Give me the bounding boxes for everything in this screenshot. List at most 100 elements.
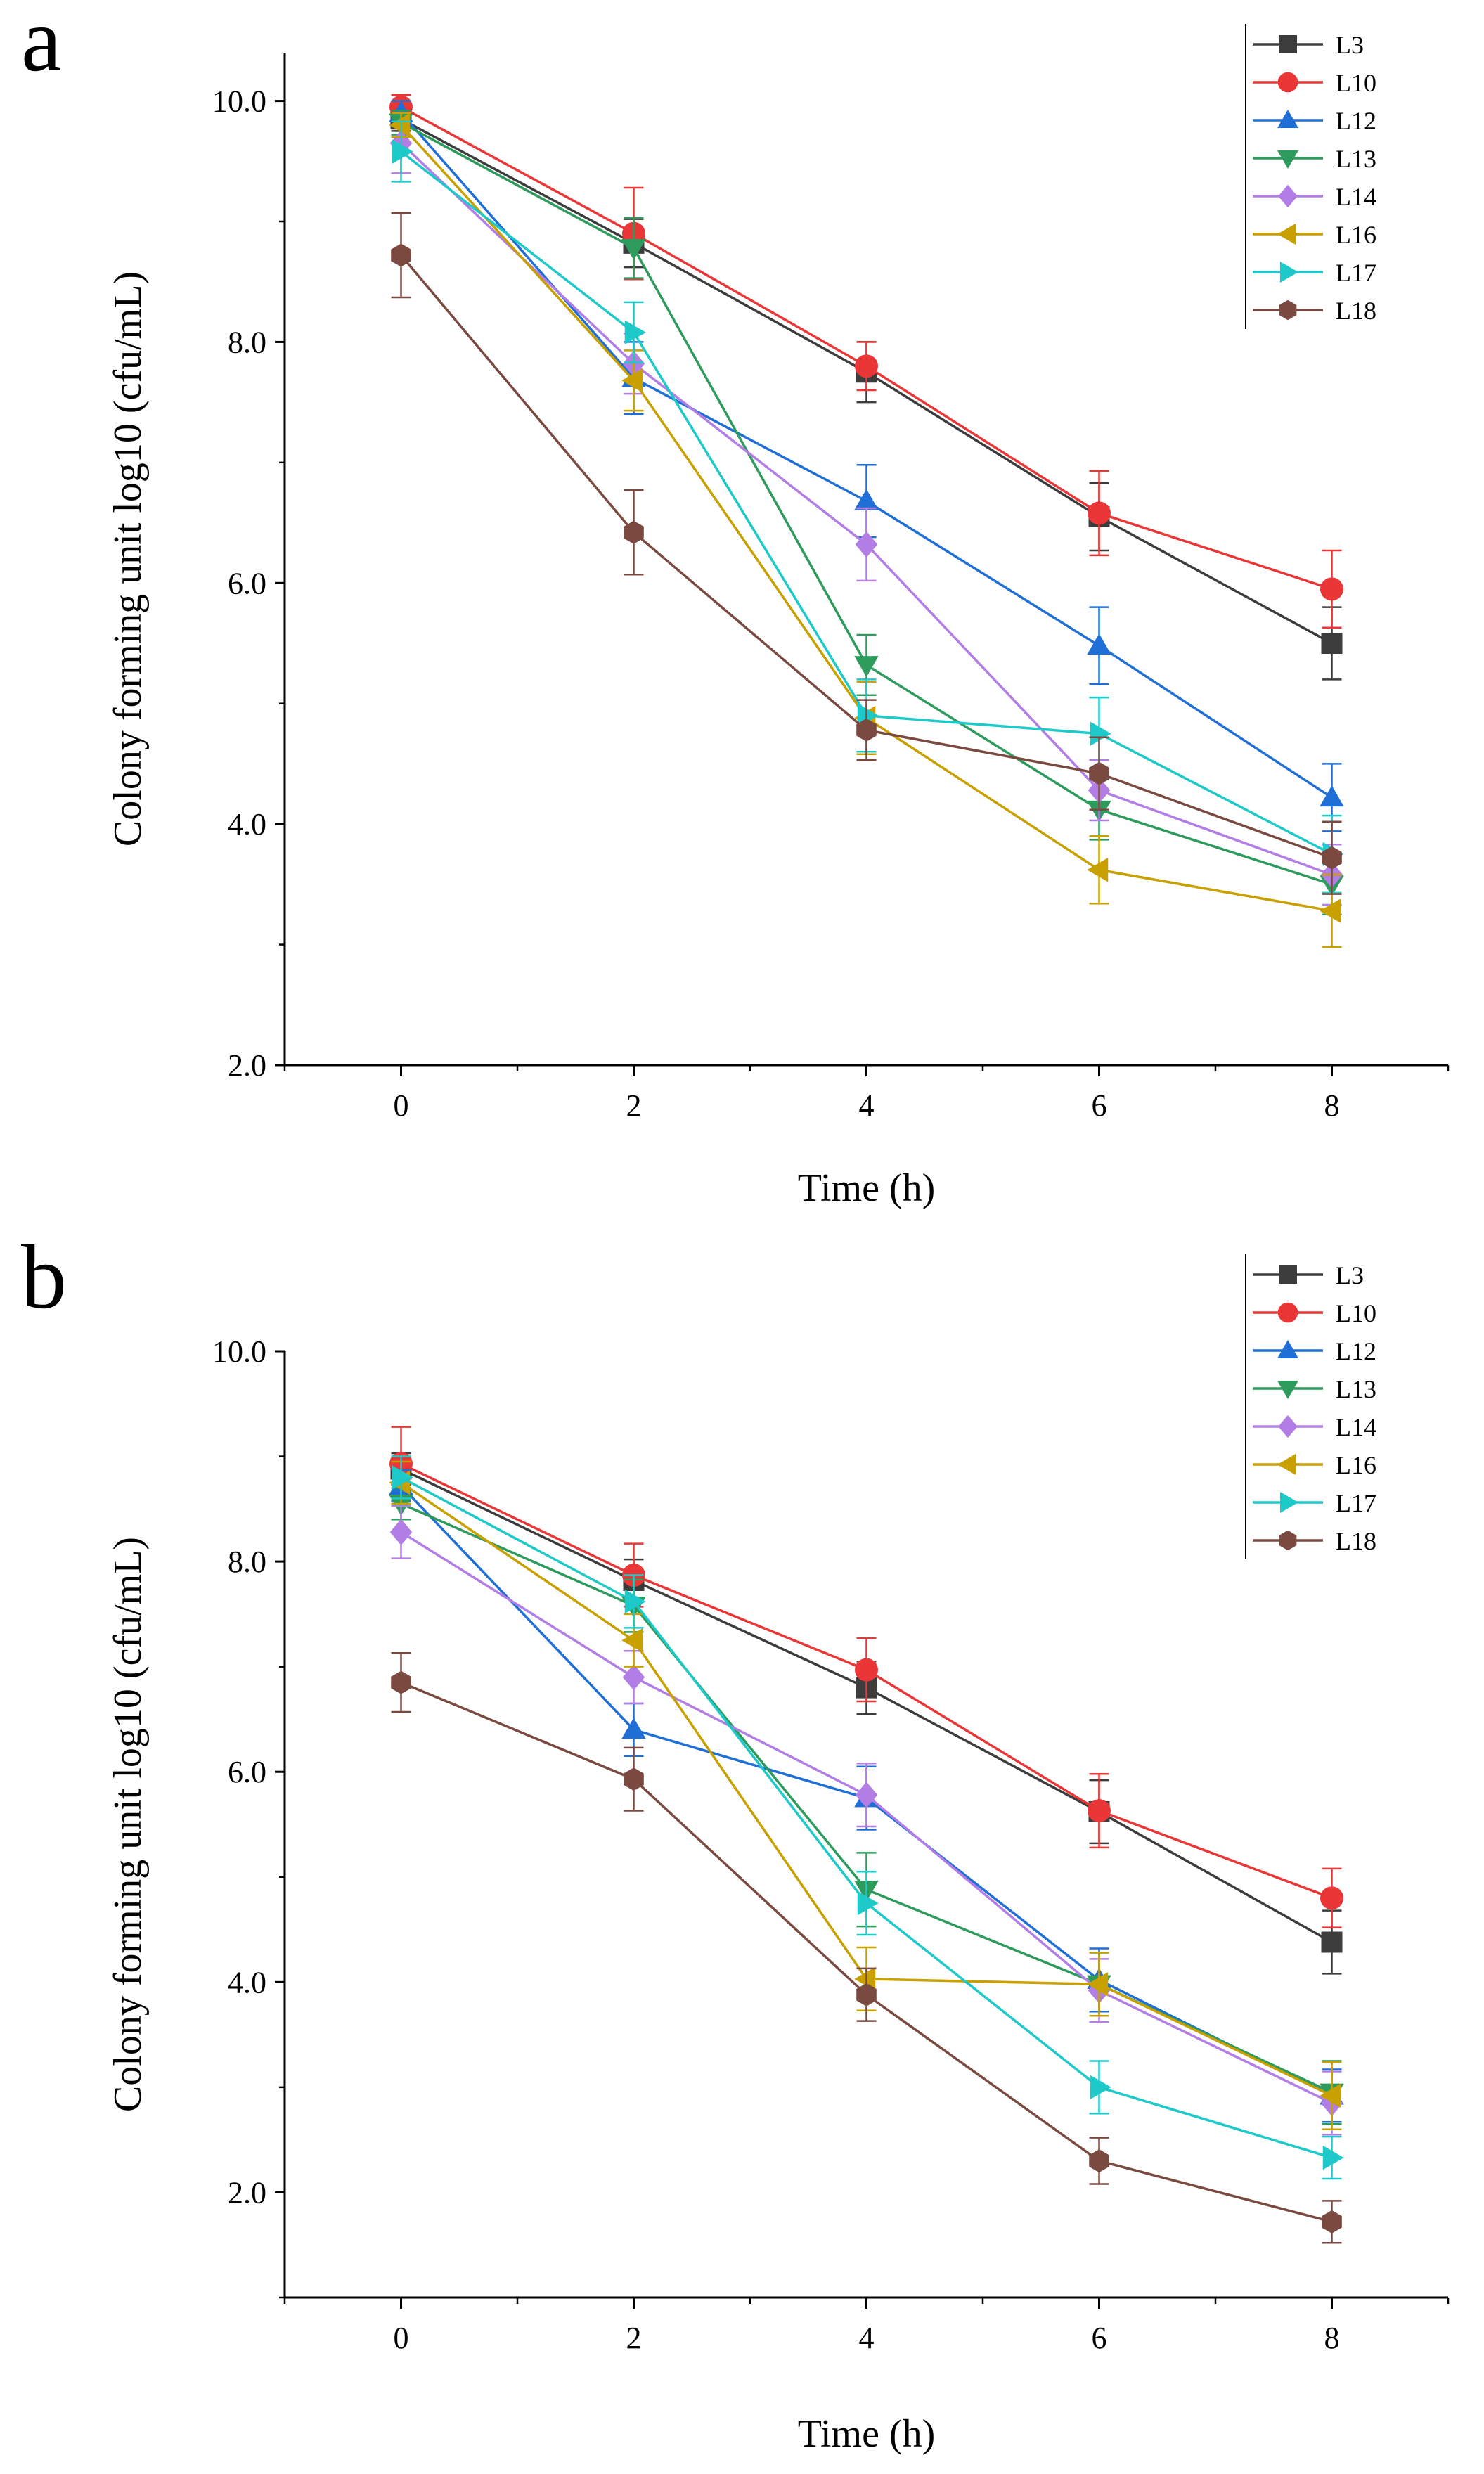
panel-a-point-l10 [1088, 501, 1111, 525]
panel-b-point-l17 [624, 1589, 646, 1614]
panel-b-ytick-label: 8.0 [228, 1545, 266, 1579]
panel-b-letter: b [21, 1227, 67, 1328]
panel-b-legend-label-l16: L16 [1336, 1451, 1376, 1479]
panel-a-point-l10 [855, 354, 878, 378]
panel-a-legend-label-l12: L12 [1336, 107, 1376, 135]
panel-b-point-l16 [854, 1966, 876, 1992]
panel-b-point-l18 [1322, 2210, 1342, 2234]
panel-b-legend-label-l14: L14 [1336, 1413, 1376, 1441]
panel-b-point-l17 [857, 1890, 879, 1916]
panel-b-y-axis-title: Colony forming unit log10 (cfu/mL) [106, 1537, 150, 2112]
panel-a-point-l13 [621, 238, 646, 260]
panel-b-legend-marker-l3 [1279, 1265, 1297, 1284]
panel-b-point-l3 [1321, 1931, 1343, 1953]
panel-b-point-l14 [622, 1663, 645, 1691]
panel-b-legend-marker-l16 [1277, 1454, 1296, 1475]
panel-a-legend-label-l17: L17 [1336, 259, 1376, 287]
panel-a-ytick-label: 6.0 [228, 566, 266, 600]
panel-a-point-l18 [1089, 761, 1109, 785]
panel-a-y-axis-title: Colony forming unit log10 (cfu/mL) [106, 271, 150, 846]
panel-a-x-axis-title: Time (h) [798, 1166, 936, 1210]
panel-b-ytick-label: 6.0 [228, 1755, 266, 1789]
panel-b-ytick-label: 4.0 [228, 1965, 266, 1999]
panel-a-legend-label-l3: L3 [1336, 31, 1364, 59]
panel-a-point-l17 [1090, 721, 1111, 746]
panel-b-point-l17 [392, 1465, 413, 1490]
panel-a-legend-label-l10: L10 [1336, 69, 1376, 97]
panel-a-legend-marker-l10 [1277, 72, 1298, 93]
panel-b-legend-label-l13: L13 [1336, 1375, 1376, 1403]
panel-a-legend: L3 L10 L12 L13 L14 L16 L17 L18 [1245, 24, 1376, 329]
panel-b-xtick-label: 0 [394, 2321, 409, 2355]
panel-a-legend-marker-l12 [1277, 110, 1298, 129]
panel-b-point-l17 [1322, 2145, 1344, 2170]
panel-a-legend-label-l13: L13 [1336, 145, 1376, 173]
panel-b-point-l18 [1089, 2149, 1109, 2173]
panel-b: b 2.0 4.0 6.0 8.0 10.0 0 2 4 6 8 Time (h) Colony fo… [21, 1227, 1450, 2456]
panel-b-point-l16 [1087, 1972, 1109, 1997]
panel-a-series-l18 [391, 212, 1342, 895]
panel-b-legend-label-l12: L12 [1336, 1337, 1376, 1365]
panel-a-point-l12 [854, 489, 879, 510]
panel-a-point-l18 [1322, 846, 1342, 870]
panel-a-legend-marker-l14 [1278, 184, 1298, 208]
panel-b-ytick-label: 2.0 [228, 2175, 266, 2210]
panel-a-legend-label-l18: L18 [1336, 297, 1376, 325]
panel-b-legend-label-l10: L10 [1336, 1299, 1376, 1327]
panel-a-legend-marker-l13 [1277, 150, 1298, 169]
panel-a-legend-marker-l18 [1279, 299, 1297, 321]
panel-b-xtick-label: 4 [859, 2321, 875, 2355]
panel-b-point-l18 [624, 1767, 644, 1791]
panel-a-ytick-label: 8.0 [228, 325, 266, 359]
panel-b-legend-label-l18: L18 [1336, 1527, 1376, 1555]
panel-b-xtick-label: 2 [626, 2321, 642, 2355]
panel-b-point-l16 [621, 1628, 643, 1653]
panel-b-point-l14 [855, 1782, 878, 1808]
panel-a-letter: a [21, 0, 62, 91]
panel-b-point-l18 [856, 1983, 877, 2006]
panel-a-legend-marker-l16 [1277, 224, 1296, 245]
panel-b-legend-label-l3: L3 [1336, 1261, 1364, 1289]
panel-b-point-l14 [389, 1519, 413, 1545]
panel-a-point-l3 [1321, 633, 1343, 654]
panel-b-x-axis-title: Time (h) [798, 2412, 936, 2456]
panel-a-legend-marker-l17 [1279, 262, 1298, 283]
panel-b-legend-marker-l18 [1279, 1530, 1297, 1551]
panel-b-legend-marker-l12 [1277, 1340, 1298, 1359]
panel-b-point-l10 [855, 1658, 878, 1682]
panel-b-legend-marker-l17 [1279, 1492, 1298, 1513]
panel-b-point-l12 [621, 1718, 646, 1739]
panel-b-xtick-label: 8 [1324, 2321, 1340, 2355]
panel-b-point-l18 [391, 1670, 411, 1694]
panel-a-point-l16 [621, 368, 643, 393]
panel-b-point-l16 [1320, 2083, 1341, 2108]
panel-b-point-l10 [1320, 1886, 1343, 1910]
panel-a-point-l18 [391, 243, 411, 267]
panel-a-xtick-label: 8 [1324, 1088, 1340, 1123]
panel-a-point-l18 [624, 520, 644, 544]
panel-a-ytick-label: 10.0 [212, 84, 266, 119]
panel-b-point-l10 [1088, 1799, 1111, 1823]
panel-a-point-l16 [1087, 858, 1109, 882]
panel-b-legend-marker-l10 [1277, 1302, 1298, 1323]
panel-a-series-l16 [389, 112, 1342, 948]
panel-b-legend-label-l17: L17 [1336, 1489, 1376, 1517]
panel-a-point-l18 [856, 718, 877, 742]
panel-b-legend-marker-l13 [1277, 1380, 1298, 1399]
panel-b-series-l10 [389, 1426, 1343, 1928]
panel-b-ytick-label: 10.0 [212, 1334, 266, 1369]
panel-a-legend-label-l16: L16 [1336, 221, 1376, 249]
panel-a-point-l16 [389, 112, 411, 138]
panel-a-point-l12 [1087, 633, 1111, 655]
panel-a-xtick-label: 2 [626, 1088, 642, 1123]
panel-a: a 2.0 4.0 6.0 8.0 10.0 0 2 4 6 8 Time (h) Colony fo… [21, 0, 1450, 1210]
panel-a-point-l16 [1320, 898, 1341, 923]
panel-a-point-l14 [855, 531, 878, 558]
panel-b-xtick-label: 6 [1092, 2321, 1107, 2355]
panel-a-legend-label-l14: L14 [1336, 183, 1376, 211]
panel-b-series-l18 [391, 1651, 1342, 2244]
panel-a-point-l12 [1320, 785, 1344, 807]
panel-a-ytick-label: 2.0 [228, 1048, 266, 1083]
panel-a-legend-marker-l3 [1279, 35, 1297, 53]
